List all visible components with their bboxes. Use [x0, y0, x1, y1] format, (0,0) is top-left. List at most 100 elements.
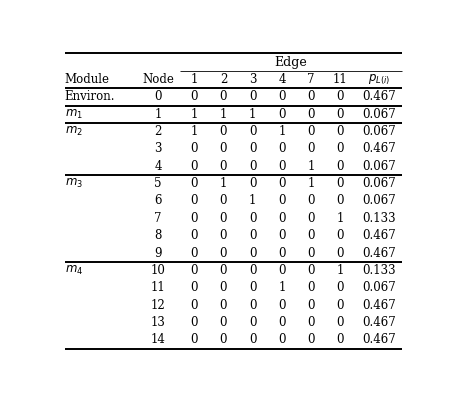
Text: $p_{L(i)}$: $p_{L(i)}$ — [368, 72, 390, 87]
Text: 6: 6 — [154, 194, 162, 207]
Text: 0: 0 — [190, 281, 198, 294]
Text: 1: 1 — [337, 212, 344, 225]
Text: $m_4$: $m_4$ — [65, 264, 83, 277]
Text: 0: 0 — [278, 160, 286, 173]
Text: 0: 0 — [220, 125, 227, 138]
Text: 10: 10 — [151, 264, 166, 277]
Text: 14: 14 — [151, 333, 166, 346]
Text: 0: 0 — [308, 194, 315, 207]
Text: Node: Node — [142, 73, 174, 86]
Text: 0: 0 — [249, 160, 256, 173]
Text: 3: 3 — [154, 143, 162, 155]
Text: 4: 4 — [278, 73, 286, 86]
Text: 0: 0 — [220, 246, 227, 260]
Text: $m_1$: $m_1$ — [65, 108, 83, 121]
Text: 0: 0 — [337, 299, 344, 312]
Text: 0.133: 0.133 — [362, 212, 396, 225]
Text: 0: 0 — [190, 212, 198, 225]
Text: 1: 1 — [190, 108, 198, 121]
Text: 0: 0 — [308, 125, 315, 138]
Text: 7: 7 — [308, 73, 315, 86]
Text: 0: 0 — [308, 90, 315, 103]
Text: 0: 0 — [220, 316, 227, 329]
Text: 0: 0 — [220, 212, 227, 225]
Text: 0: 0 — [308, 281, 315, 294]
Text: 0: 0 — [190, 143, 198, 155]
Text: 0: 0 — [308, 246, 315, 260]
Text: 0: 0 — [337, 90, 344, 103]
Text: 0.133: 0.133 — [362, 264, 396, 277]
Text: 1: 1 — [190, 73, 198, 86]
Text: 0: 0 — [154, 90, 162, 103]
Text: Environ.: Environ. — [65, 90, 115, 103]
Text: 0: 0 — [190, 246, 198, 260]
Text: 0.067: 0.067 — [362, 160, 396, 173]
Text: 1: 1 — [278, 281, 286, 294]
Text: 1: 1 — [220, 177, 227, 190]
Text: 0: 0 — [337, 194, 344, 207]
Text: 0: 0 — [249, 90, 256, 103]
Text: 0.467: 0.467 — [362, 143, 396, 155]
Text: 0: 0 — [278, 299, 286, 312]
Text: 0: 0 — [220, 160, 227, 173]
Text: 0.467: 0.467 — [362, 333, 396, 346]
Text: 0.467: 0.467 — [362, 229, 396, 242]
Text: 0: 0 — [308, 299, 315, 312]
Text: 0: 0 — [308, 333, 315, 346]
Text: 3: 3 — [249, 73, 256, 86]
Text: 0.067: 0.067 — [362, 194, 396, 207]
Text: 9: 9 — [154, 246, 162, 260]
Text: 1: 1 — [278, 125, 286, 138]
Text: 11: 11 — [151, 281, 166, 294]
Text: 0: 0 — [337, 316, 344, 329]
Text: $m_2$: $m_2$ — [65, 125, 83, 138]
Text: 0.067: 0.067 — [362, 108, 396, 121]
Text: 0: 0 — [278, 333, 286, 346]
Text: 0: 0 — [308, 108, 315, 121]
Text: 0.067: 0.067 — [362, 177, 396, 190]
Text: 0: 0 — [278, 229, 286, 242]
Text: 0: 0 — [190, 299, 198, 312]
Text: 1: 1 — [308, 160, 315, 173]
Text: 0: 0 — [249, 333, 256, 346]
Text: 5: 5 — [154, 177, 162, 190]
Text: 0: 0 — [220, 264, 227, 277]
Text: 0: 0 — [249, 299, 256, 312]
Text: 0: 0 — [249, 264, 256, 277]
Text: 0: 0 — [249, 143, 256, 155]
Text: 0: 0 — [249, 229, 256, 242]
Text: 0: 0 — [337, 160, 344, 173]
Text: 0.467: 0.467 — [362, 246, 396, 260]
Text: 4: 4 — [154, 160, 162, 173]
Text: 0: 0 — [337, 229, 344, 242]
Text: Module: Module — [65, 73, 110, 86]
Text: 0: 0 — [249, 246, 256, 260]
Text: 0: 0 — [278, 212, 286, 225]
Text: 8: 8 — [154, 229, 162, 242]
Text: 11: 11 — [333, 73, 348, 86]
Text: 0: 0 — [249, 125, 256, 138]
Text: 0: 0 — [308, 229, 315, 242]
Text: 1: 1 — [249, 194, 256, 207]
Text: 0: 0 — [220, 229, 227, 242]
Text: 0: 0 — [278, 177, 286, 190]
Text: 0: 0 — [220, 143, 227, 155]
Text: 0: 0 — [190, 316, 198, 329]
Text: 0: 0 — [220, 281, 227, 294]
Text: 0: 0 — [190, 229, 198, 242]
Text: 2: 2 — [154, 125, 162, 138]
Text: 0: 0 — [278, 143, 286, 155]
Text: 0: 0 — [278, 108, 286, 121]
Text: 0.467: 0.467 — [362, 299, 396, 312]
Text: 1: 1 — [220, 108, 227, 121]
Text: 0: 0 — [308, 316, 315, 329]
Text: 0: 0 — [337, 143, 344, 155]
Text: 0: 0 — [190, 264, 198, 277]
Text: 0: 0 — [337, 108, 344, 121]
Text: 0: 0 — [190, 177, 198, 190]
Text: 1: 1 — [154, 108, 162, 121]
Text: 0: 0 — [249, 212, 256, 225]
Text: 0: 0 — [337, 246, 344, 260]
Text: 0.067: 0.067 — [362, 125, 396, 138]
Text: 7: 7 — [154, 212, 162, 225]
